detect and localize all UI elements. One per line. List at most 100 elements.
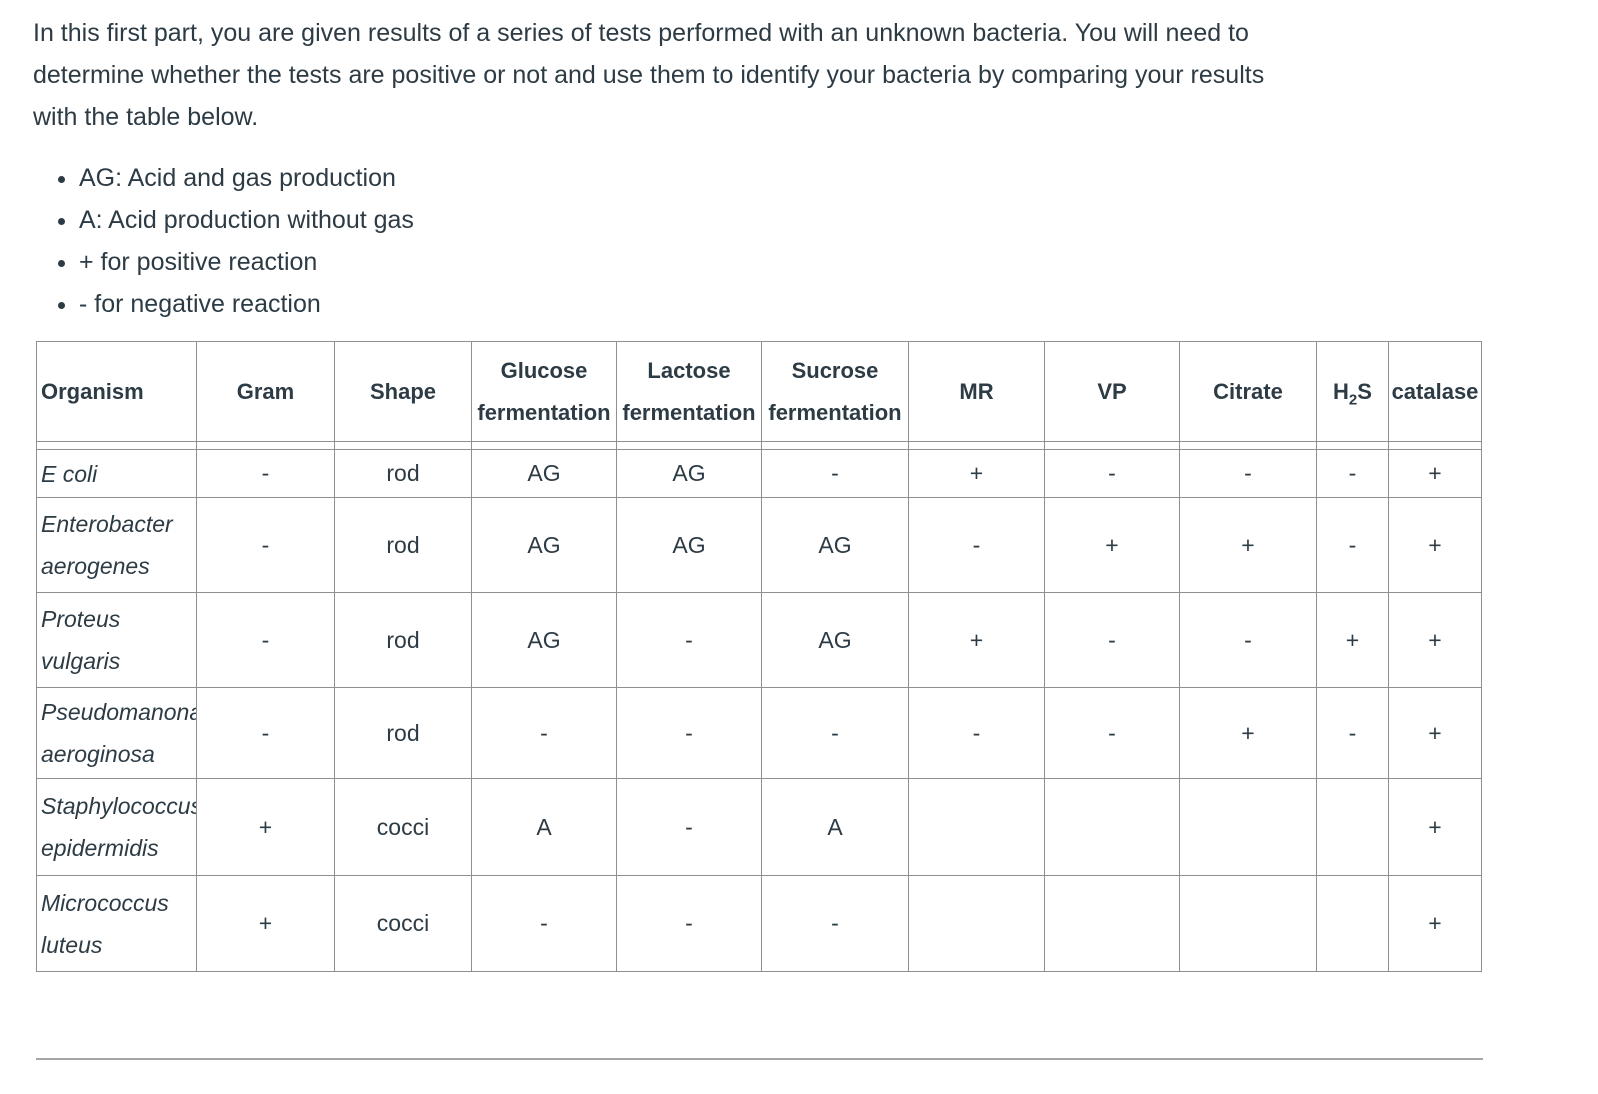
column-header-shape: Shape bbox=[334, 341, 472, 442]
cell-lactose: - bbox=[616, 687, 762, 779]
spacer-cell bbox=[1316, 441, 1389, 450]
intro-line: In this first part, you are given result… bbox=[33, 19, 1249, 47]
cell-h2s: - bbox=[1316, 497, 1389, 593]
cell-organism: Proteus vulgaris bbox=[36, 592, 197, 688]
cell-vp bbox=[1044, 778, 1180, 876]
cell-citrate bbox=[1179, 875, 1317, 972]
spacer-cell bbox=[761, 441, 909, 450]
column-header-h2s: H2S bbox=[1316, 341, 1389, 442]
cell-glucose: - bbox=[471, 687, 617, 779]
intro-line: with the table below. bbox=[33, 103, 259, 131]
cell-vp: - bbox=[1044, 592, 1180, 688]
cell-vp bbox=[1044, 875, 1180, 972]
cell-mr bbox=[908, 778, 1045, 876]
column-header-citrate: Citrate bbox=[1179, 341, 1317, 442]
legend-item-positive: + for positive reaction bbox=[79, 241, 1598, 283]
column-header-glucose-fermentation: Glucose fermentation bbox=[471, 341, 617, 442]
cell-organism: Micrococcus luteus bbox=[36, 875, 197, 972]
column-header-catalase: catalase bbox=[1388, 341, 1482, 442]
cell-shape: cocci bbox=[334, 875, 472, 972]
spacer-cell bbox=[196, 441, 335, 450]
column-header-gram: Gram bbox=[196, 341, 335, 442]
spacer-cell bbox=[1044, 441, 1180, 450]
cell-lactose: AG bbox=[616, 497, 762, 593]
cell-catalase: + bbox=[1388, 449, 1482, 498]
cell-shape: rod bbox=[334, 497, 472, 593]
cell-catalase: + bbox=[1388, 497, 1482, 593]
cell-organism: Staphylococcus epidermidis bbox=[36, 778, 197, 876]
cell-vp: - bbox=[1044, 449, 1180, 498]
cell-citrate bbox=[1179, 778, 1317, 876]
header-row: Organism Gram Shape Glucose fermentation… bbox=[36, 341, 1482, 442]
cell-glucose: AG bbox=[471, 449, 617, 498]
cell-sucrose: A bbox=[761, 778, 909, 876]
cell-mr: + bbox=[908, 592, 1045, 688]
legend-item-negative: - for negative reaction bbox=[79, 283, 1598, 325]
row-staphylococcus-epidermidis: Staphylococcus epidermidis + cocci A - A… bbox=[36, 778, 1482, 876]
cell-citrate: - bbox=[1179, 592, 1317, 688]
spacer-cell bbox=[1179, 441, 1317, 450]
column-header-organism: Organism bbox=[36, 341, 197, 442]
spacer-cell bbox=[334, 441, 472, 450]
legend-list: AG: Acid and gas production A: Acid prod… bbox=[33, 157, 1598, 325]
cell-vp: + bbox=[1044, 497, 1180, 593]
cell-h2s bbox=[1316, 875, 1389, 972]
cell-gram: - bbox=[196, 687, 335, 779]
cell-organism: Enterobacter aerogenes bbox=[36, 497, 197, 593]
cell-h2s: - bbox=[1316, 449, 1389, 498]
row-enterobacter-aerogenes: Enterobacter aerogenes - rod AG AG AG - … bbox=[36, 497, 1482, 593]
cell-lactose: - bbox=[616, 592, 762, 688]
cell-catalase: + bbox=[1388, 875, 1482, 972]
cell-glucose: AG bbox=[471, 497, 617, 593]
cell-sucrose: AG bbox=[761, 592, 909, 688]
row-e-coli: E coli - rod AG AG - + - - - + bbox=[36, 449, 1482, 498]
cell-shape: rod bbox=[334, 687, 472, 779]
spacer-cell bbox=[908, 441, 1045, 450]
cell-lactose: - bbox=[616, 875, 762, 972]
cell-gram: - bbox=[196, 449, 335, 498]
cell-catalase: + bbox=[1388, 778, 1482, 876]
cell-mr: + bbox=[908, 449, 1045, 498]
intro-line: determine whether the tests are positive… bbox=[33, 61, 1265, 89]
cell-catalase: + bbox=[1388, 592, 1482, 688]
spacer-cell bbox=[1388, 441, 1482, 450]
cell-glucose: A bbox=[471, 778, 617, 876]
document-page: In this first part, you are given result… bbox=[0, 0, 1598, 1060]
intro-paragraph: In this first part, you are given result… bbox=[33, 12, 1598, 138]
legend-item-a: A: Acid production without gas bbox=[79, 199, 1598, 241]
cell-citrate: + bbox=[1179, 687, 1317, 779]
row-proteus-vulgaris: Proteus vulgaris - rod AG - AG + - - + + bbox=[36, 592, 1482, 688]
cell-mr: - bbox=[908, 687, 1045, 779]
cell-mr bbox=[908, 875, 1045, 972]
cell-gram: - bbox=[196, 497, 335, 593]
column-header-vp: VP bbox=[1044, 341, 1180, 442]
cell-lactose: - bbox=[616, 778, 762, 876]
cell-citrate: - bbox=[1179, 449, 1317, 498]
cell-organism: Pseudomanona aeroginosa bbox=[36, 687, 197, 779]
spacer-cell bbox=[616, 441, 762, 450]
bacteria-results-table: Organism Gram Shape Glucose fermentation… bbox=[36, 341, 1482, 972]
column-header-mr: MR bbox=[908, 341, 1045, 442]
cell-gram: - bbox=[196, 592, 335, 688]
cell-glucose: AG bbox=[471, 592, 617, 688]
cell-vp: - bbox=[1044, 687, 1180, 779]
column-header-sucrose-fermentation: Sucrose fermentation bbox=[761, 341, 909, 442]
cell-sucrose: - bbox=[761, 875, 909, 972]
legend-item-ag: AG: Acid and gas production bbox=[79, 157, 1598, 199]
cell-gram: + bbox=[196, 875, 335, 972]
cell-lactose: AG bbox=[616, 449, 762, 498]
row-micrococcus-luteus: Micrococcus luteus + cocci - - - + bbox=[36, 875, 1482, 972]
cell-mr: - bbox=[908, 497, 1045, 593]
cell-citrate: + bbox=[1179, 497, 1317, 593]
cell-organism: E coli bbox=[36, 449, 197, 498]
cell-shape: cocci bbox=[334, 778, 472, 876]
cell-h2s bbox=[1316, 778, 1389, 876]
spacer-row bbox=[36, 441, 1482, 450]
cell-h2s: - bbox=[1316, 687, 1389, 779]
cell-glucose: - bbox=[471, 875, 617, 972]
cell-shape: rod bbox=[334, 592, 472, 688]
cell-sucrose: - bbox=[761, 687, 909, 779]
cell-sucrose: AG bbox=[761, 497, 909, 593]
cell-gram: + bbox=[196, 778, 335, 876]
spacer-cell bbox=[471, 441, 617, 450]
